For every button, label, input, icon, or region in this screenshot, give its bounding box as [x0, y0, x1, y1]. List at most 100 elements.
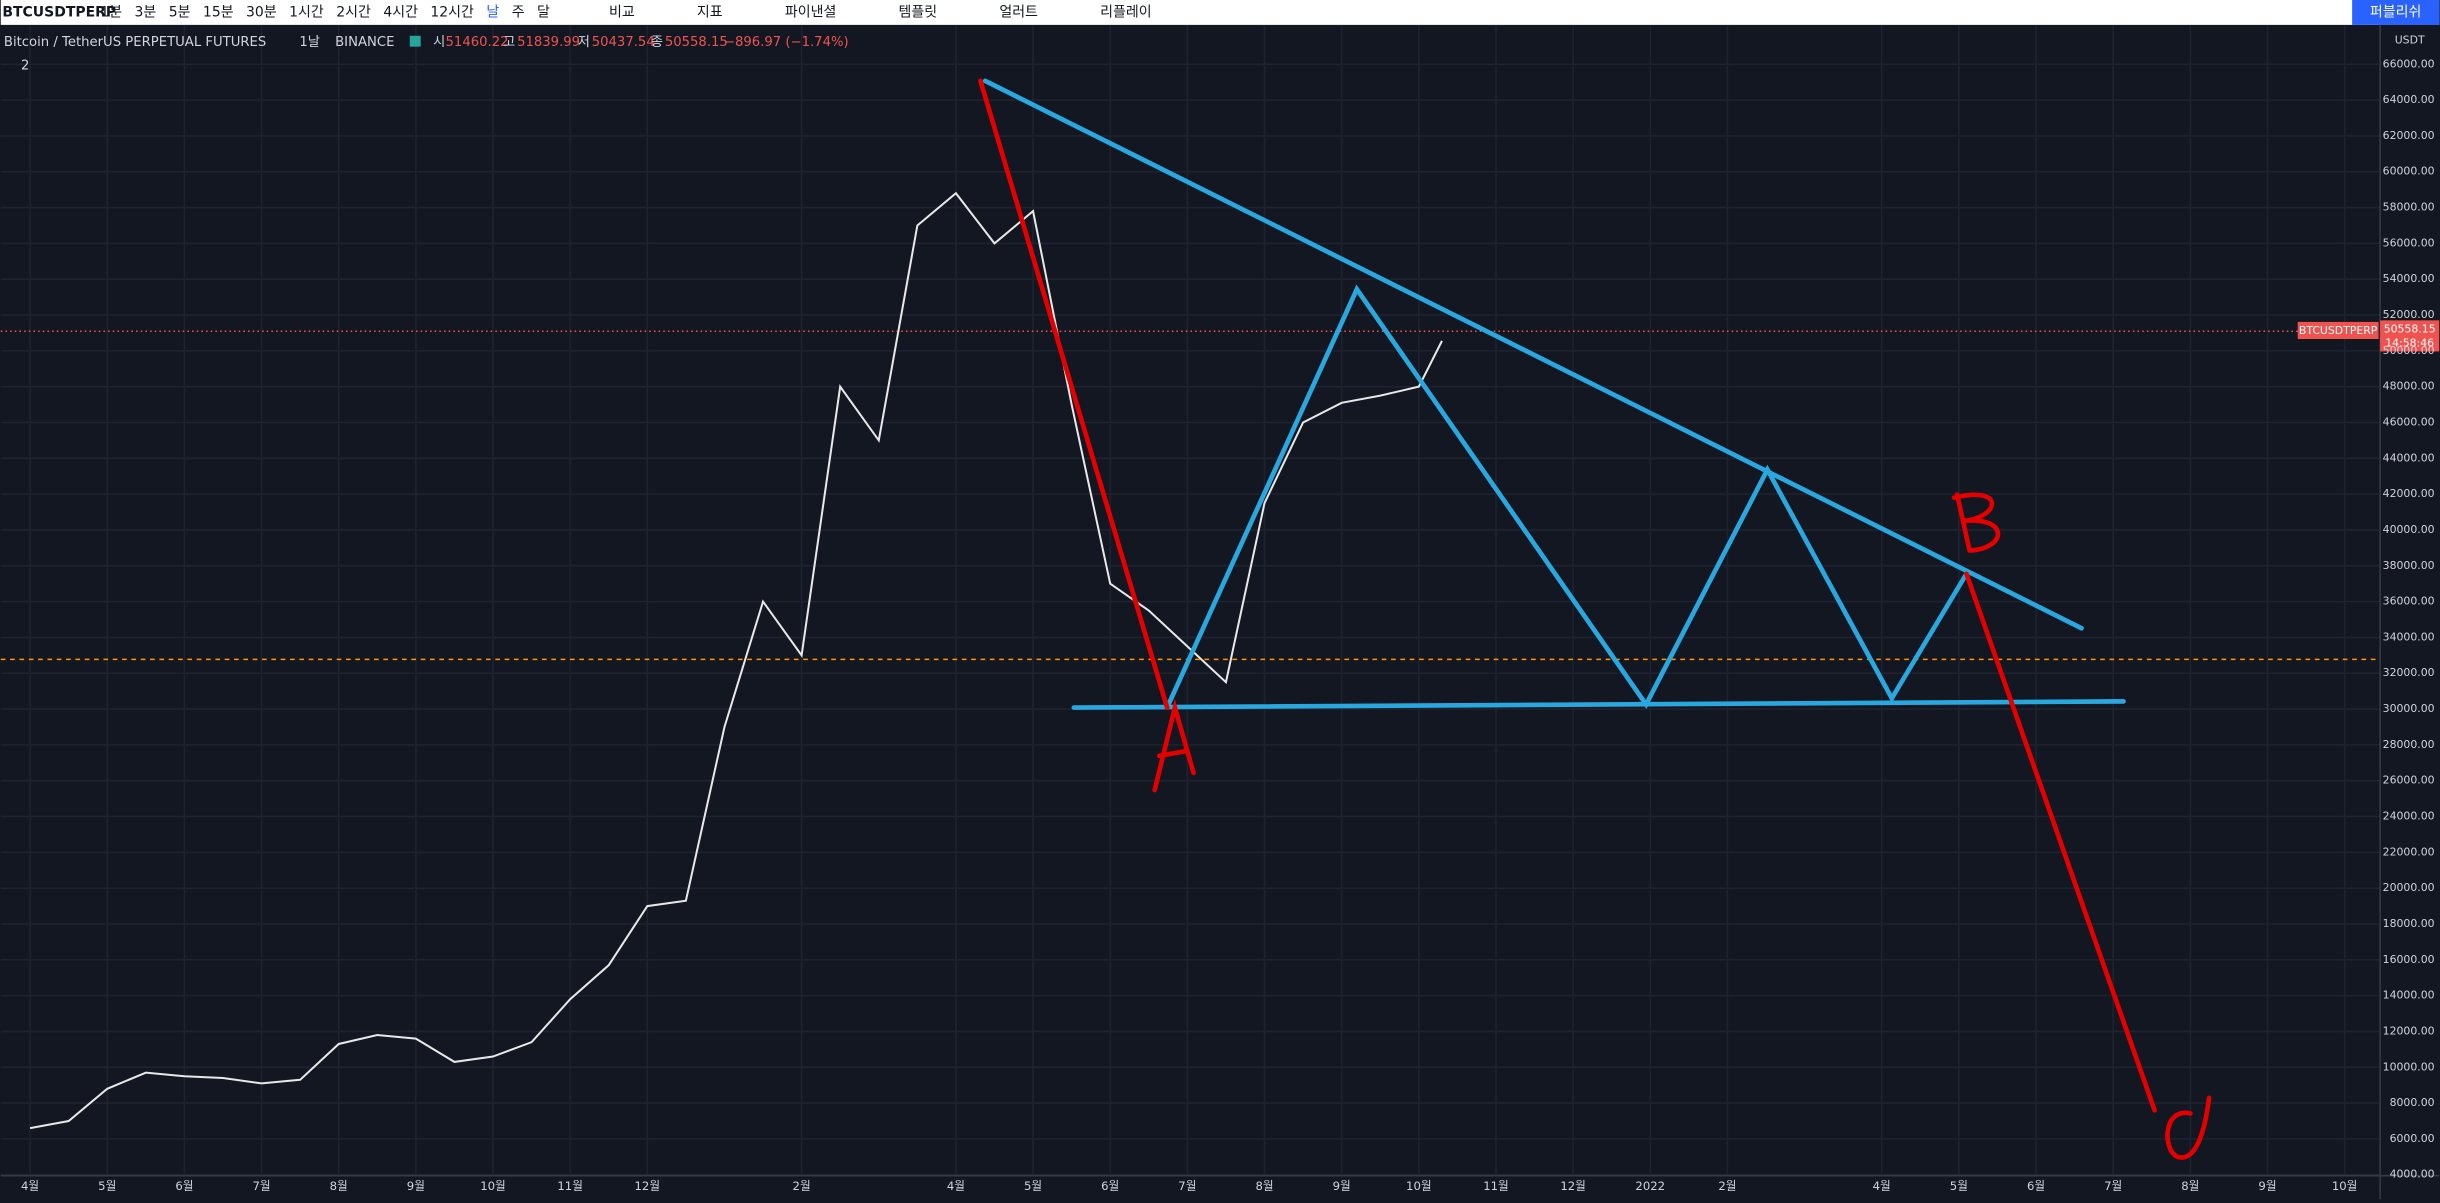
interval-button[interactable]: 15분 [203, 4, 234, 20]
interval-button[interactable]: 날 [486, 4, 499, 20]
price-tag [2380, 320, 2440, 352]
y-tick-label: 12000.00 [2383, 1024, 2435, 1037]
price-line-series [29, 191, 1443, 1130]
y-tick-label: 14000.00 [2383, 989, 2435, 1002]
x-tick-label: 9월 [407, 1179, 425, 1193]
low-value: 50437.54 [592, 35, 655, 50]
interval-button[interactable]: 달 [537, 4, 550, 20]
indicator-count[interactable]: 2 [21, 58, 29, 73]
y-tick-label: 46000.00 [2383, 415, 2435, 428]
toolbar-button[interactable]: 지표 [697, 4, 723, 20]
legend: Bitcoin / TetherUS PERPETUAL FUTURES 1날 … [4, 34, 849, 73]
x-tick-label: 4월 [21, 1179, 39, 1193]
x-tick-label: 12월 [1560, 1179, 1586, 1193]
x-tick-label: 9월 [1333, 1179, 1351, 1193]
x-tick-label: 8월 [1255, 1179, 1273, 1193]
y-tick-label: 52000.00 [2383, 308, 2435, 321]
y-tick-label: 38000.00 [2383, 559, 2435, 572]
toolbar-button[interactable]: 템플릿 [899, 4, 938, 20]
publish-button[interactable] [2352, 0, 2440, 25]
status-dot [409, 35, 421, 47]
y-tick-label: 60000.00 [2383, 165, 2435, 178]
x-tick-label: 5월 [1024, 1179, 1042, 1193]
toolbar-button[interactable]: 얼러트 [999, 4, 1038, 20]
y-tick-label: 4000.00 [2390, 1168, 2435, 1181]
toolbar-button[interactable]: 리플레이 [1100, 4, 1151, 20]
y-tick-label: 64000.00 [2383, 93, 2435, 106]
x-tick-label: 5월 [98, 1179, 116, 1193]
toolbar [0, 0, 2440, 25]
interval-button[interactable]: 2시간 [336, 4, 371, 20]
high-value: 51839.99 [517, 35, 580, 50]
y-tick-label: 10000.00 [2383, 1060, 2435, 1073]
x-tick-label: 4월 [947, 1179, 965, 1193]
interval-button[interactable]: 30분 [246, 4, 277, 20]
high-label: 고 [503, 35, 515, 50]
x-tick-label: 2월 [1718, 1179, 1736, 1193]
x-tick-label: 7월 [2104, 1179, 2122, 1193]
price-tag-value: 50558.15 [2384, 323, 2436, 336]
open-value: 51460.22 [446, 35, 509, 50]
x-tick-label: 12월 [635, 1179, 661, 1193]
y-tick-label: 54000.00 [2383, 272, 2435, 285]
symbol[interactable]: BTCUSDTPERP [2, 4, 116, 20]
x-tick-label: 6월 [1101, 1179, 1119, 1193]
x-tick-label: 2월 [793, 1179, 811, 1193]
drawings [978, 78, 2212, 1160]
interval-button[interactable]: 1분 [100, 4, 122, 20]
y-tick-label: 8000.00 [2390, 1096, 2435, 1109]
time-axis [0, 1175, 2440, 1199]
price-tag-countdown: 14:58:46 [2385, 337, 2434, 350]
symbol-tag-label: BTCUSDTPERP [2299, 324, 2378, 337]
y-tick-label: 40000.00 [2383, 523, 2435, 536]
plot [29, 191, 1443, 1130]
y-tick-label: 22000.00 [2383, 845, 2435, 858]
publish-label[interactable]: 퍼블리쉬 [2370, 4, 2421, 20]
y-tick-label: 66000.00 [2383, 57, 2435, 70]
interval-button[interactable]: 3분 [135, 4, 157, 20]
x-tick-label: 4월 [1873, 1179, 1891, 1193]
y-tick-label: 36000.00 [2383, 595, 2435, 608]
x-tick-label: 8월 [2181, 1179, 2199, 1193]
legend-title: Bitcoin / TetherUS PERPETUAL FUTURES [4, 35, 266, 50]
low-label: 저 [578, 34, 590, 50]
legend-exchange: BINANCE [335, 35, 394, 50]
interval-button[interactable]: 1시간 [289, 4, 324, 20]
y-tick-label: 28000.00 [2383, 738, 2435, 751]
interval-button[interactable]: 주 [512, 4, 525, 20]
y-tick-label: 34000.00 [2383, 630, 2435, 643]
close-label: 종 [651, 35, 663, 50]
close-value: 50558.15 [665, 35, 728, 50]
y-tick-label: 48000.00 [2383, 380, 2435, 393]
y-tick-label: 62000.00 [2383, 129, 2435, 142]
y-tick-label: 26000.00 [2383, 774, 2435, 787]
price-axis [2380, 24, 2440, 1176]
x-tick-label: 8월 [330, 1179, 348, 1193]
x-tick-label: 6월 [175, 1179, 193, 1193]
change-value: −896.97 (−1.74%) [724, 35, 849, 50]
interval-button[interactable]: 12시간 [430, 4, 474, 20]
x-tick-label: 5월 [1950, 1179, 1968, 1193]
x-tick-label: 11월 [557, 1179, 583, 1193]
y-tick-label: 6000.00 [2390, 1132, 2435, 1145]
y-tick-label: 44000.00 [2383, 451, 2435, 464]
y-tick-label: 20000.00 [2383, 881, 2435, 894]
y-tick-label: 50000.00 [2383, 344, 2435, 357]
x-tick-label: 9월 [2258, 1179, 2276, 1193]
x-tick-label: 10월 [480, 1179, 506, 1193]
x-tick-label: 10월 [2332, 1179, 2358, 1193]
interval-button[interactable]: 5분 [169, 4, 191, 20]
toolbar-button[interactable]: 비교 [609, 4, 635, 20]
open-label: 시 [433, 35, 445, 50]
y-tick-label: 32000.00 [2383, 666, 2435, 679]
toolbar-button[interactable]: 파이낸셜 [785, 4, 836, 20]
x-tick-label: 7월 [1178, 1179, 1196, 1193]
x-tick-label: 6월 [2027, 1179, 2045, 1193]
interval-button[interactable]: 4시간 [383, 4, 418, 20]
y-tick-label: 18000.00 [2383, 917, 2435, 930]
y-tick-label: 24000.00 [2383, 810, 2435, 823]
x-tick-label: 2022 [1635, 1179, 1665, 1193]
